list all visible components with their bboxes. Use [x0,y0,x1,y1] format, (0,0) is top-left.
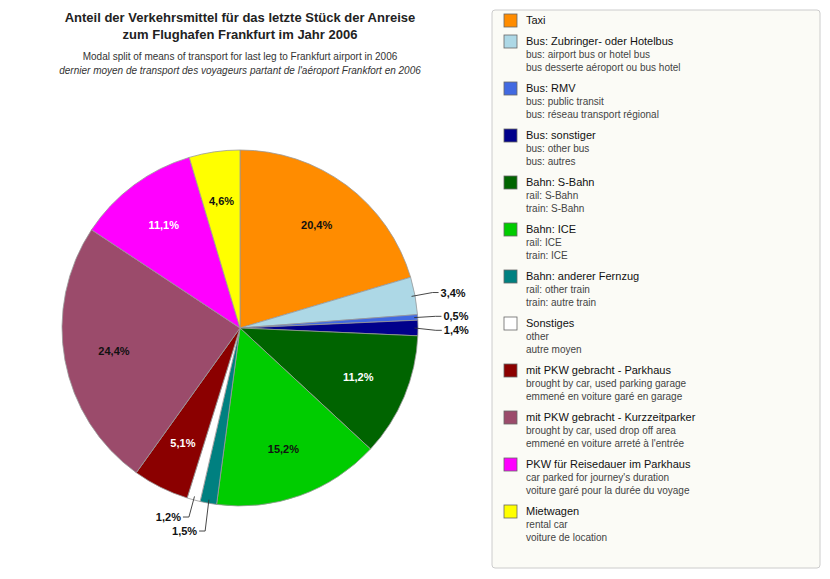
data-label: 3,4% [441,287,466,299]
legend-line: voiture de location [526,532,607,543]
legend-entry: Bahn: anderer Fernzug rail: other train tr… [526,270,639,308]
legend-swatch [504,82,517,95]
legend-line: Taxi [526,14,546,26]
data-label: 20,4% [301,219,332,231]
data-label: 4,6% [209,195,234,207]
legend-entry: mit PKW gebracht - Parkhaus brought by ca… [526,364,687,402]
leader-line [199,500,209,531]
legend-swatch [504,505,517,518]
legend-swatch [504,129,517,142]
legend-line: train: S-Bahn [526,203,584,214]
legend-swatch [504,364,517,377]
legend-line: train: autre train [526,297,596,308]
title-line: Anteil der Verkehrsmittel für das letzte… [65,10,416,25]
legend-line: Bahn: ICE [526,223,576,235]
legend-line: mit PKW gebracht - Parkhaus [526,364,671,376]
title: Anteil der Verkehrsmittel für das letzte… [65,10,416,42]
legend-line: rail: other train [526,284,590,295]
legend-line: bus: other bus [526,143,589,154]
data-label: 1,5% [172,525,197,537]
legend-entry: Sonstiges other autre moyen [526,317,582,355]
pie [62,150,418,506]
legend-line: brought by car, used drop off area [526,425,676,436]
legend-entry: Bus: Zubringer- oder Hotelbus bus: airpor… [526,35,681,73]
legend-line: Bus: RMV [526,82,576,94]
title-line: zum Flughafen Frankfurt im Jahr 2006 [123,27,358,42]
legend-swatch [504,223,517,236]
pie-slice [189,150,240,328]
legend-line: rental car [526,519,568,530]
pie-slice [240,277,417,328]
subtitle-line: Modal split of means of transport for la… [83,51,398,62]
legend-line: Bus: sonstiger [526,129,596,141]
data-label: 1,4% [444,324,469,336]
subtitle: Modal split of means of transport for la… [59,51,421,76]
legend-entry: Bahn: ICE rail: ICE train: ICE [526,223,576,261]
legend-entry: Bus: RMV bus: public transit bus: réseau t… [526,82,659,120]
legend-line: brought by car, used parking garage [526,378,687,389]
legend-entry: Bahn: S-Bahn rail: S-Bahn train: S-Bahn [526,176,595,214]
legend-swatch [504,317,517,330]
legend-line: rail: ICE [526,237,562,248]
legend-swatch [504,176,517,189]
legend-line: PKW für Reisedauer im Parkhaus [526,458,691,470]
legend-line: Bus: Zubringer- oder Hotelbus [526,35,674,47]
legend-swatch [504,458,517,471]
legend-line: mit PKW gebracht - Kurzzeitparker [526,411,696,423]
legend-line: rail: S-Bahn [526,190,578,201]
data-label: 0,5% [443,310,468,322]
legend-line: bus: réseau transport régional [526,109,659,120]
legend-line: Mietwagen [526,505,579,517]
leader-line [414,328,441,330]
legend-line: car parked for journey's duration [526,472,669,483]
data-label: 5,1% [170,437,195,449]
data-label: 24,4% [98,345,129,357]
legend-line: bus: autres [526,156,575,167]
legend-line: emmené en voiture arreté à l'entrée [526,438,685,449]
legend-line: emmené en voiture garé en garage [526,391,683,402]
legend-line: Sonstiges [526,317,575,329]
legend-swatch [504,14,517,27]
legend-line: bus: public transit [526,96,604,107]
subtitle-line: dernier moyen de transport des voyageurs… [59,65,421,76]
legend-entry: Bus: sonstiger bus: other bus bus: autres [526,129,596,167]
legend: Taxi Bus: Zubringer- oder Hotelbus bus: ai… [492,10,820,568]
legend-line: other [526,331,549,342]
legend-line: autre moyen [526,344,582,355]
data-label: 15,2% [268,443,299,455]
legend-line: bus: airport bus or hotel bus [526,49,650,60]
background [0,0,830,579]
legend-line: Bahn: S-Bahn [526,176,595,188]
data-label: 11,1% [148,219,179,231]
legend-swatch [504,35,517,48]
data-labels: 20,4% 11,2% 15,2% 5,1% 24,4% 11,1% 4,6% 3,4% 0,5… [98,195,469,537]
legend-swatch [504,270,517,283]
legend-entry: Mietwagen rental car voiture de location [526,505,607,543]
leader-line [414,316,441,317]
legend-entry: Taxi [526,14,546,26]
legend-line: voiture garé pour la durée du voyage [526,485,690,496]
legend-line: bus desserte aéroport ou bus hotel [526,62,681,73]
chart: Anteil der Verkehrsmittel für das letzte… [0,0,830,579]
legend-line: Bahn: anderer Fernzug [526,270,639,282]
legend-entry: PKW für Reisedauer im Parkhaus car parked… [526,458,691,496]
legend-line: train: ICE [526,250,568,261]
leader-line [412,293,439,297]
data-label: 11,2% [343,371,374,383]
data-label: 1,2% [156,511,181,523]
legend-swatch [504,411,517,424]
legend-frame [492,10,820,568]
leader-line [183,496,195,517]
pie-slice [217,328,371,506]
legend-entry: mit PKW gebracht - Kurzzeitparker brought… [526,411,696,449]
